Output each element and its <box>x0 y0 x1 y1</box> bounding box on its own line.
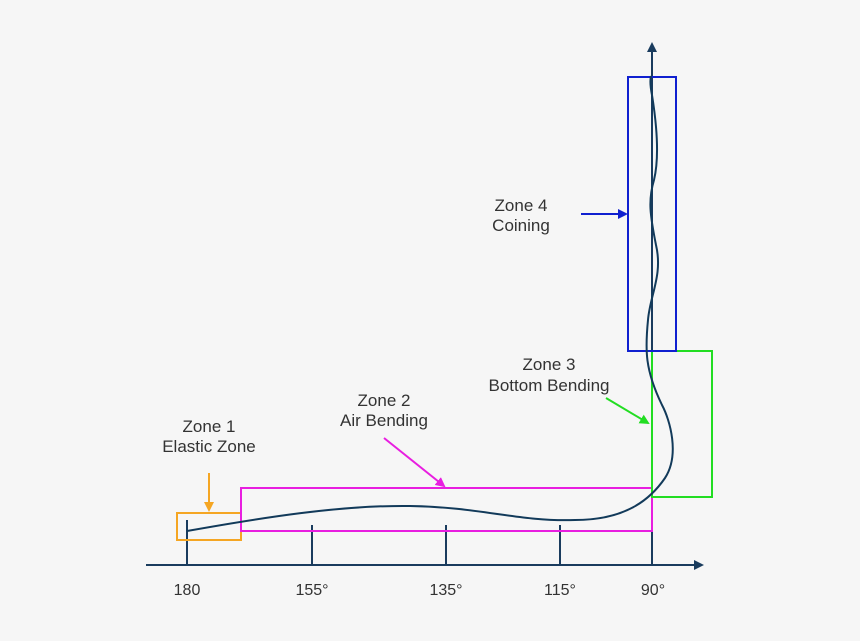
zone2-box <box>240 487 653 532</box>
zone2-arrow <box>383 437 446 488</box>
tick-label-180: 180 <box>174 582 201 599</box>
tick-label-115: 115° <box>544 582 576 599</box>
tick-label-90: 90° <box>641 582 665 599</box>
zone3-title: Zone 3 <box>523 355 576 374</box>
zone3-arrow <box>605 397 650 425</box>
tick-label-155: 155° <box>295 582 328 599</box>
zone4-subtitle: Coining <box>492 216 550 235</box>
bending-curve <box>186 75 674 532</box>
zone4-title: Zone 4 <box>495 196 548 215</box>
zone1-subtitle: Elastic Zone <box>162 437 256 456</box>
zone2-title: Zone 2 <box>358 391 411 410</box>
tick-label-135: 135° <box>429 582 462 599</box>
zone1-title: Zone 1 <box>183 417 236 436</box>
zone3-subtitle: Bottom Bending <box>489 376 610 395</box>
zone2-subtitle: Air Bending <box>340 411 428 430</box>
zone4-box <box>627 76 677 352</box>
zone3-box <box>651 350 713 498</box>
